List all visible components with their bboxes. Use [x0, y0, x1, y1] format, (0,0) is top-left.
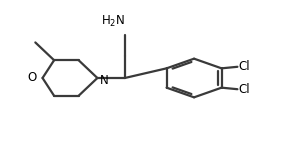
Text: H$_2$N: H$_2$N — [101, 13, 125, 29]
Text: N: N — [99, 74, 108, 87]
Text: Cl: Cl — [239, 60, 251, 73]
Text: Cl: Cl — [239, 83, 251, 96]
Text: O: O — [27, 71, 37, 85]
